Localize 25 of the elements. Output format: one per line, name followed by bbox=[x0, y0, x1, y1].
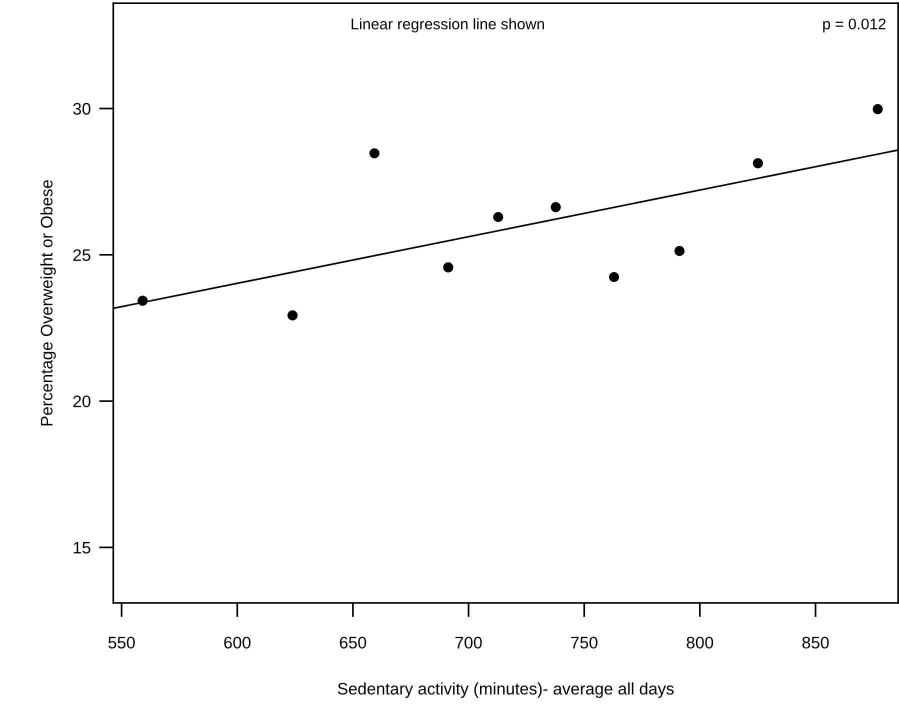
x-tick-label: 850 bbox=[802, 636, 829, 649]
annotation: p = 0.012 bbox=[823, 18, 886, 32]
x-tick-label: 550 bbox=[108, 636, 135, 649]
point bbox=[493, 212, 504, 222]
x-axis-title: Sedentary activity (minutes)- average all days bbox=[338, 682, 674, 698]
point bbox=[872, 104, 883, 114]
point bbox=[608, 272, 620, 282]
point bbox=[369, 148, 380, 158]
point bbox=[550, 202, 561, 212]
x-tick-label: 600 bbox=[224, 636, 251, 649]
y-axis-title: Percentage Overweight or Obese bbox=[40, 180, 56, 426]
x-tick-label: 800 bbox=[686, 636, 714, 649]
y-tick-label: 25 bbox=[73, 249, 90, 262]
point bbox=[674, 246, 685, 256]
x-tick-label: 700 bbox=[456, 636, 482, 649]
annotation: Linear regression line shown bbox=[352, 18, 544, 32]
point bbox=[138, 296, 148, 306]
point bbox=[443, 262, 454, 272]
x-tick-label: 650 bbox=[340, 636, 366, 649]
x-tick-label: 750 bbox=[571, 636, 598, 649]
point bbox=[287, 310, 298, 320]
y-tick-label: 30 bbox=[73, 102, 90, 115]
y-tick-label: 20 bbox=[73, 396, 90, 408]
y-tick-label: 15 bbox=[74, 542, 90, 554]
point bbox=[752, 158, 764, 168]
